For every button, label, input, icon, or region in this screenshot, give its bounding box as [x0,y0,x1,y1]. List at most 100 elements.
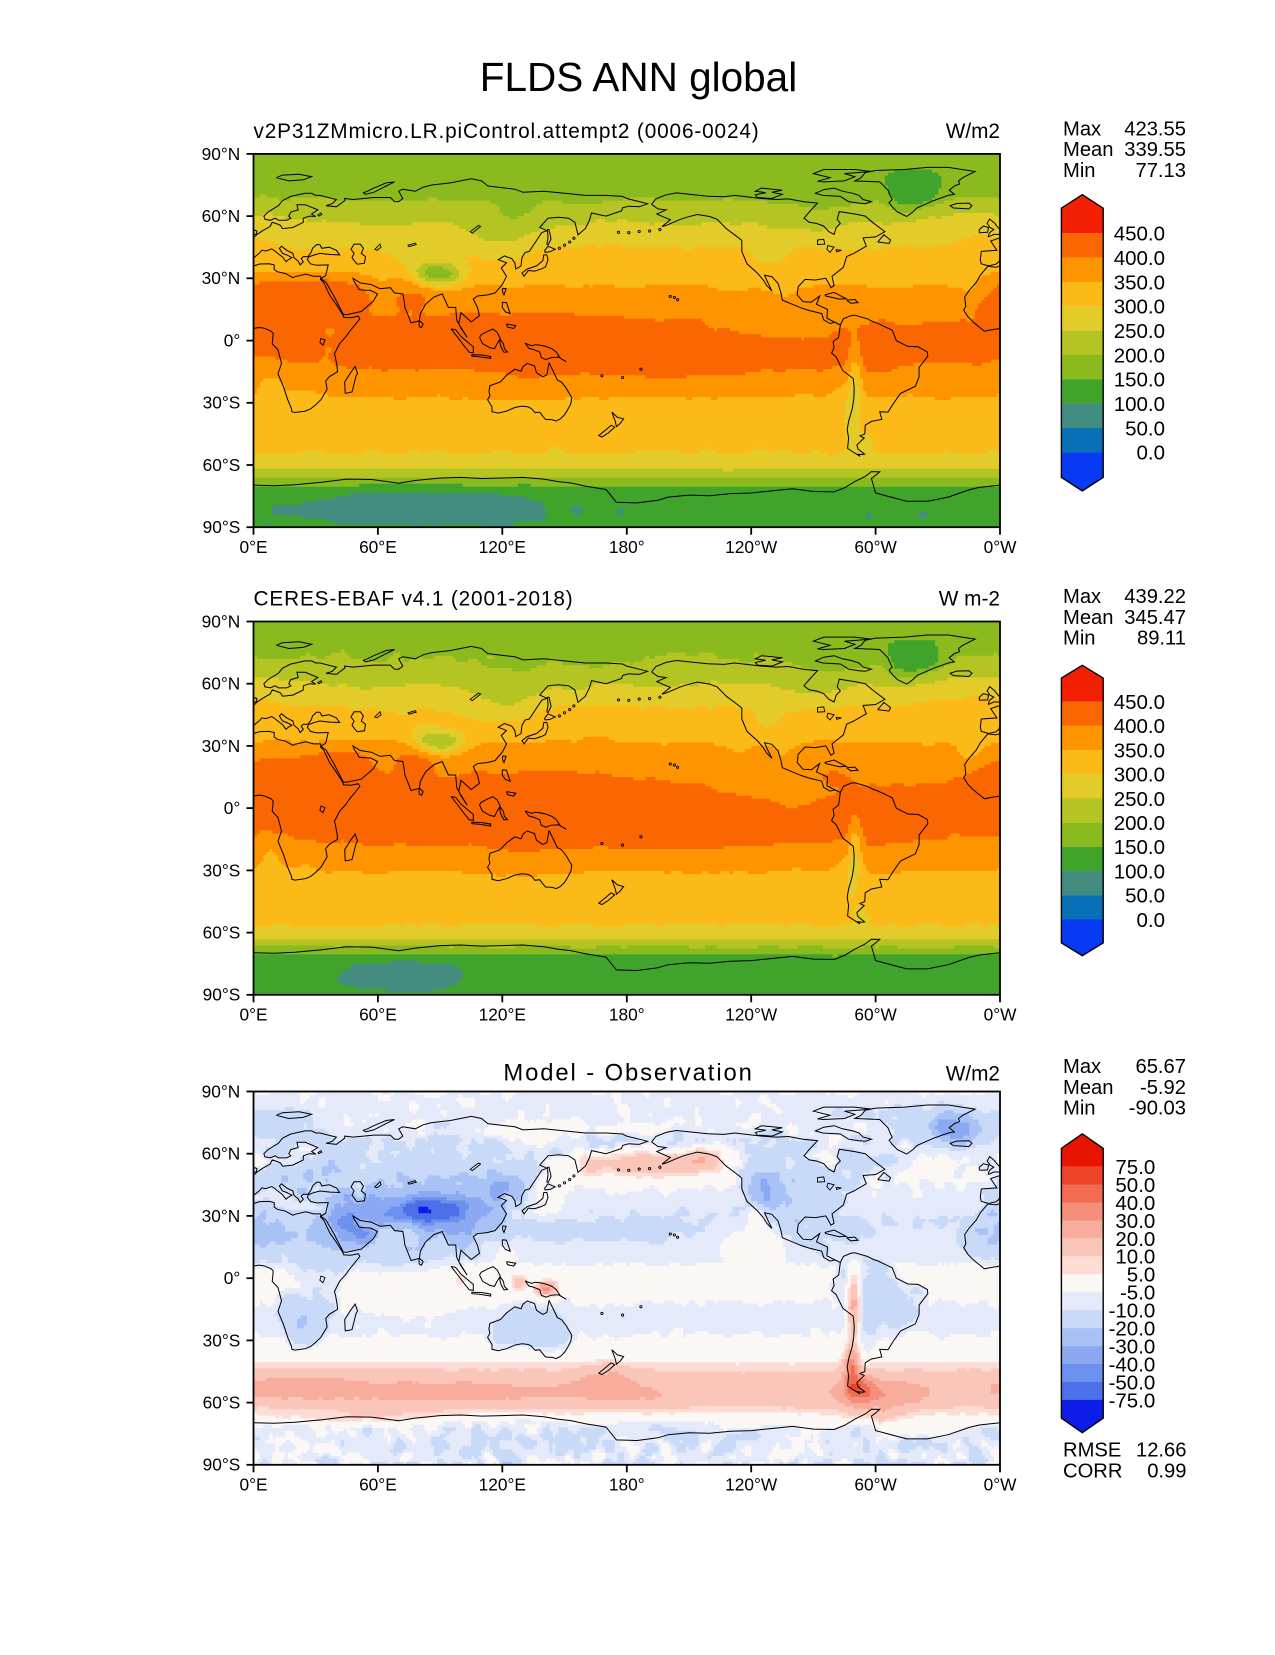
svg-text:0°E: 0°E [239,537,267,557]
svg-text:60°E: 60°E [359,1474,397,1494]
svg-text:FLDS ANN global: FLDS ANN global [480,54,797,100]
svg-text:100.0: 100.0 [1114,860,1165,883]
svg-text:Mean: Mean [1063,1077,1114,1099]
svg-text:120°E: 120°E [479,1474,526,1494]
svg-text:350.0: 350.0 [1114,271,1165,294]
svg-text:250.0: 250.0 [1114,788,1165,811]
svg-text:100.0: 100.0 [1114,393,1165,416]
svg-text:30°S: 30°S [203,1330,241,1350]
svg-text:60°W: 60°W [854,1004,897,1024]
svg-text:W/m2: W/m2 [946,120,1000,143]
svg-text:60°N: 60°N [202,206,241,226]
svg-text:Min: Min [1063,1098,1096,1120]
svg-text:400.0: 400.0 [1114,715,1165,738]
svg-text:0°: 0° [224,1268,241,1288]
svg-text:0°E: 0°E [239,1004,267,1024]
svg-text:0°: 0° [224,798,241,818]
svg-text:20.0: 20.0 [1115,1228,1155,1251]
svg-text:450.0: 450.0 [1114,223,1165,246]
svg-text:RMSE: RMSE [1063,1440,1121,1462]
svg-text:0°E: 0°E [239,1474,267,1494]
svg-text:90°S: 90°S [203,517,241,537]
svg-text:90°S: 90°S [203,985,241,1005]
svg-text:-20.0: -20.0 [1109,1318,1156,1341]
svg-text:30.0: 30.0 [1115,1210,1155,1233]
svg-text:89.11: 89.11 [1137,628,1186,650]
svg-text:Max: Max [1063,586,1101,608]
svg-text:120°W: 120°W [725,1004,778,1024]
svg-text:200.0: 200.0 [1114,344,1165,367]
svg-text:W/m2: W/m2 [946,1062,1000,1085]
svg-text:439.22: 439.22 [1124,586,1186,608]
svg-text:350.0: 350.0 [1114,739,1165,762]
svg-text:60°S: 60°S [203,1393,241,1413]
svg-text:CERES-EBAF v4.1 (2001-2018): CERES-EBAF v4.1 (2001-2018) [254,588,574,611]
svg-text:345.47: 345.47 [1124,607,1186,629]
svg-text:60°S: 60°S [203,923,241,943]
svg-text:180°: 180° [609,1474,645,1494]
svg-text:-75.0: -75.0 [1109,1389,1156,1412]
svg-text:0°W: 0°W [984,1474,1018,1494]
svg-text:12.66: 12.66 [1136,1440,1187,1462]
svg-text:10.0: 10.0 [1115,1246,1155,1269]
svg-text:200.0: 200.0 [1114,812,1165,835]
svg-text:180°: 180° [609,1004,645,1024]
svg-text:423.55: 423.55 [1124,118,1186,140]
svg-text:0.0: 0.0 [1137,442,1166,465]
svg-text:0.99: 0.99 [1147,1461,1186,1483]
svg-text:0.0: 0.0 [1137,909,1166,932]
svg-text:Model - Observation: Model - Observation [503,1059,753,1086]
svg-text:Min: Min [1063,160,1096,182]
svg-text:90°N: 90°N [202,144,241,164]
svg-text:180°: 180° [609,537,645,557]
svg-text:30°S: 30°S [203,393,241,413]
svg-text:60°N: 60°N [202,1144,241,1164]
svg-text:60°E: 60°E [359,1004,397,1024]
svg-text:300.0: 300.0 [1114,764,1165,787]
svg-text:0°W: 0°W [984,537,1018,557]
svg-text:120°W: 120°W [725,1474,778,1494]
svg-text:120°W: 120°W [725,537,778,557]
svg-text:30°S: 30°S [203,860,241,880]
svg-text:450.0: 450.0 [1114,691,1165,714]
svg-text:Mean: Mean [1063,607,1114,629]
svg-text:30°N: 30°N [202,1206,241,1226]
svg-text:Min: Min [1063,628,1096,650]
svg-text:CORR: CORR [1063,1461,1122,1483]
svg-text:0°: 0° [224,330,241,350]
svg-text:Max: Max [1063,1056,1101,1078]
svg-text:W m-2: W m-2 [939,588,1000,611]
svg-text:60°W: 60°W [854,537,897,557]
svg-text:-5.92: -5.92 [1140,1077,1186,1099]
svg-text:v2P31ZMmicro.LR.piControl.atte: v2P31ZMmicro.LR.piControl.attempt2 (0006… [254,120,760,143]
svg-text:40.0: 40.0 [1115,1192,1155,1215]
svg-text:65.67: 65.67 [1135,1056,1186,1078]
svg-text:90°N: 90°N [202,611,241,631]
svg-text:30°N: 30°N [202,268,241,288]
svg-text:339.55: 339.55 [1124,139,1186,161]
svg-text:5.0: 5.0 [1127,1264,1156,1287]
svg-text:-30.0: -30.0 [1109,1336,1156,1359]
svg-text:-90.03: -90.03 [1129,1098,1186,1120]
svg-text:75.0: 75.0 [1115,1156,1155,1179]
svg-text:250.0: 250.0 [1114,320,1165,343]
svg-text:400.0: 400.0 [1114,247,1165,270]
svg-text:60°S: 60°S [203,455,241,475]
svg-text:300.0: 300.0 [1114,296,1165,319]
svg-text:150.0: 150.0 [1114,836,1165,859]
svg-text:90°S: 90°S [203,1455,241,1475]
svg-text:Mean: Mean [1063,139,1114,161]
svg-text:-5.0: -5.0 [1120,1282,1155,1305]
svg-text:-40.0: -40.0 [1109,1353,1156,1376]
svg-text:50.0: 50.0 [1125,885,1165,908]
svg-text:90°N: 90°N [202,1081,241,1101]
svg-text:Max: Max [1063,118,1101,140]
svg-text:30°N: 30°N [202,736,241,756]
svg-text:120°E: 120°E [479,537,526,557]
svg-text:120°E: 120°E [479,1004,526,1024]
svg-text:150.0: 150.0 [1114,369,1165,392]
svg-text:50.0: 50.0 [1115,1174,1155,1197]
svg-text:77.13: 77.13 [1135,160,1186,182]
svg-text:-50.0: -50.0 [1109,1371,1156,1394]
svg-text:60°N: 60°N [202,674,241,694]
